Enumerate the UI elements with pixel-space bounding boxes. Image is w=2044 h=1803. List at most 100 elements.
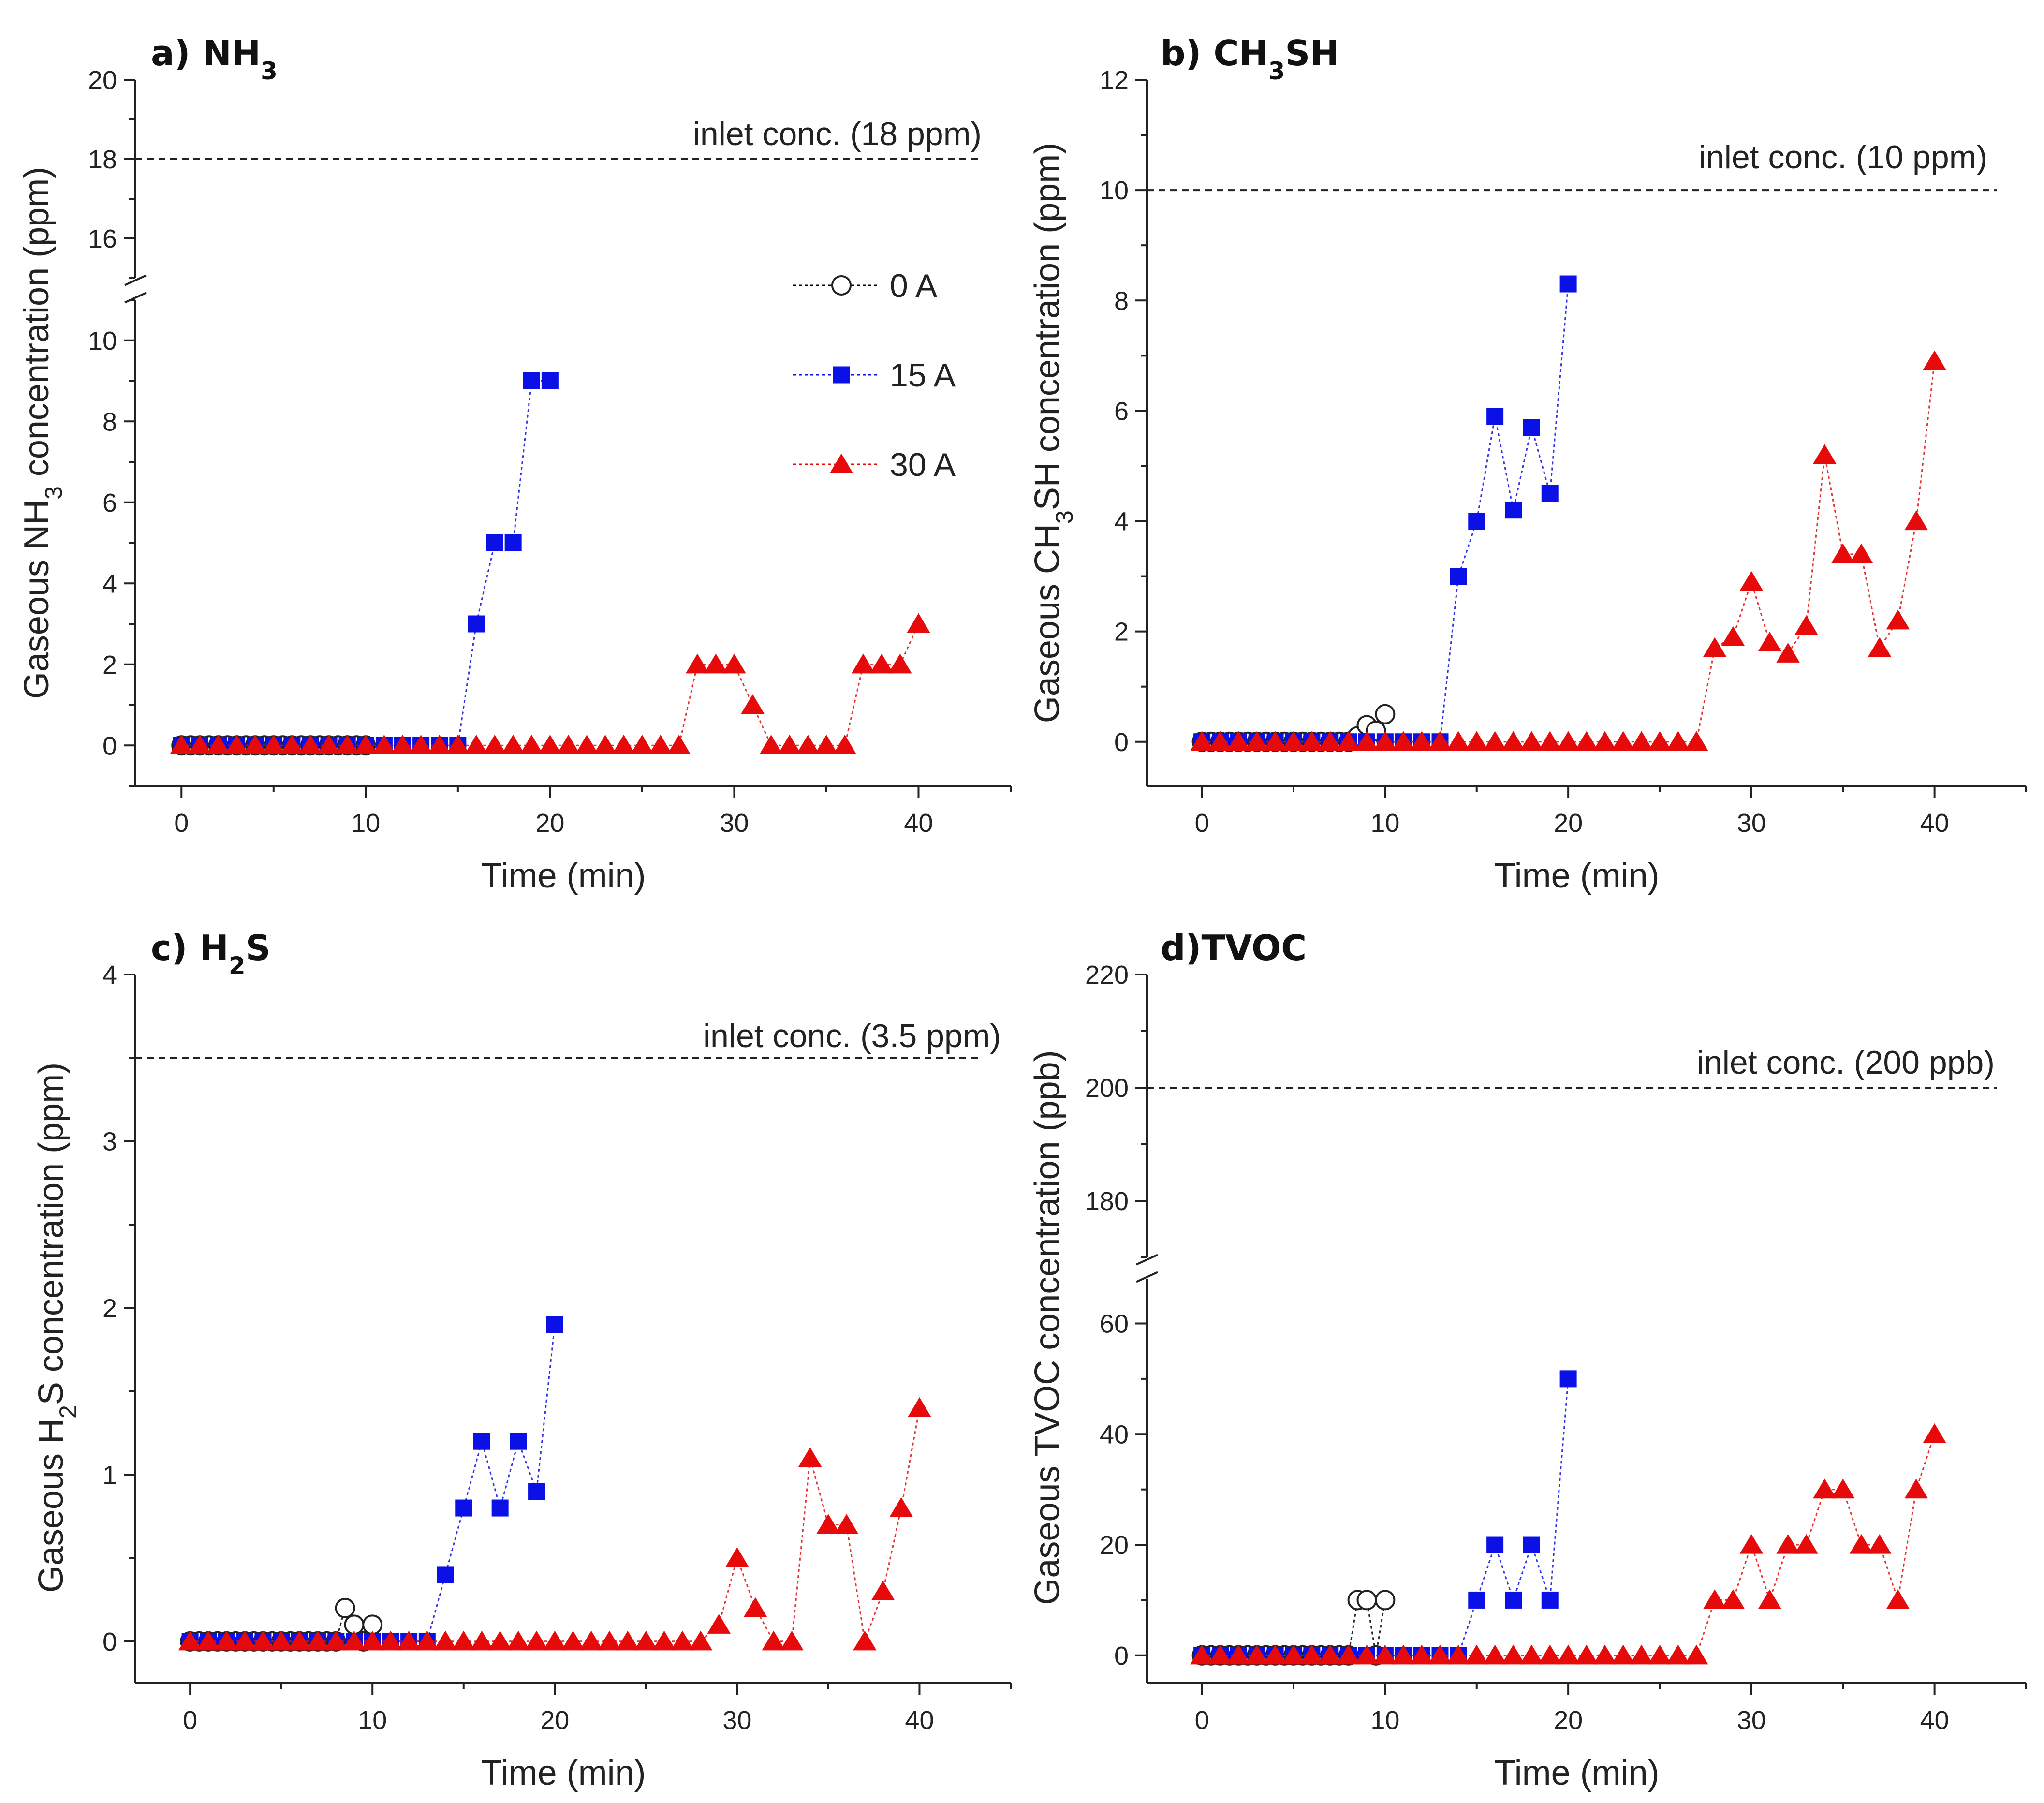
data-point: [652, 1630, 676, 1651]
x-tick-label: 30: [1737, 809, 1766, 838]
data-point: [1593, 731, 1617, 751]
data-point: [1904, 1478, 1928, 1499]
data-point: [488, 1630, 512, 1651]
data-point: [1227, 1644, 1250, 1665]
data-point: [1190, 731, 1214, 751]
data-point: [1538, 1644, 1562, 1665]
data-point: [233, 1630, 257, 1651]
panel-title-subscript: 3: [261, 57, 278, 85]
x-tick-label: 10: [1370, 809, 1399, 838]
data-point: [1501, 1644, 1525, 1665]
data-point: [520, 735, 544, 754]
data-point: [504, 534, 522, 551]
data-point: [506, 1630, 530, 1651]
data-point: [722, 653, 746, 674]
data-point: [427, 735, 451, 754]
data-point: [1410, 1644, 1434, 1665]
data-point: [543, 1630, 567, 1651]
data-point: [1263, 731, 1287, 751]
data-point: [1574, 731, 1599, 751]
data-point: [593, 735, 617, 754]
x-tick-label: 20: [540, 1706, 569, 1735]
y-tick-label: 3: [103, 1127, 117, 1156]
data-point: [1703, 1589, 1727, 1609]
y-tick-label: 0: [103, 1627, 117, 1656]
y-tick-label: 200: [1085, 1074, 1129, 1103]
x-tick-label: 0: [174, 809, 189, 838]
legend-marker: [829, 453, 853, 473]
data-point: [1373, 1644, 1397, 1665]
data-point: [342, 1630, 366, 1651]
data-point: [853, 1630, 877, 1651]
data-point: [1721, 1589, 1745, 1609]
x-tick-label: 10: [351, 809, 380, 838]
y-axis-title-prefix: Gaseous TVOC concentration (ppb): [1028, 1050, 1067, 1605]
data-point: [616, 1630, 640, 1651]
data-point: [452, 1630, 476, 1651]
data-point: [1666, 731, 1690, 751]
data-point: [470, 1630, 494, 1651]
data-point: [1849, 543, 1873, 563]
data-point: [759, 735, 783, 754]
y-tick-label: 0: [1114, 1641, 1129, 1670]
data-point: [243, 735, 267, 754]
data-point: [743, 1597, 767, 1617]
data-point: [907, 613, 930, 633]
data-point: [1739, 1534, 1764, 1554]
data-point: [1391, 731, 1415, 751]
data-point: [1520, 1644, 1544, 1665]
inlet-annotation: inlet conc. (10 ppm): [1699, 139, 1987, 176]
panel-title: b) CH3SH: [1161, 33, 1339, 85]
data-point: [306, 1630, 330, 1651]
data-point: [689, 1630, 713, 1651]
data-point: [1356, 1590, 1377, 1611]
data-point: [335, 735, 359, 754]
data-point: [251, 1630, 275, 1651]
data-point: [1281, 731, 1306, 751]
series-line: [190, 1324, 556, 1642]
y-tick-label: 12: [1100, 66, 1129, 95]
data-point: [1831, 543, 1855, 563]
data-point: [324, 1630, 348, 1651]
inlet-annotation: inlet conc. (18 ppm): [693, 116, 982, 152]
data-point: [1208, 731, 1232, 751]
data-point: [397, 1630, 421, 1651]
x-tick-label: 40: [1920, 809, 1949, 838]
data-point: [1886, 609, 1910, 630]
data-point: [446, 735, 470, 754]
data-point: [707, 1614, 731, 1634]
data-point: [269, 1630, 293, 1651]
data-point: [1831, 1478, 1855, 1499]
legend-label: 30 A: [890, 446, 956, 483]
panel-title-prefix: d): [1161, 928, 1201, 968]
data-point: [1886, 1589, 1910, 1609]
y-tick-label: 4: [1114, 507, 1129, 536]
x-tick-label: 10: [358, 1706, 387, 1735]
data-point: [1245, 731, 1269, 751]
panel-a: 0 10 20 30 40 0 2 4 6 8 10 16 18 20 inlet conc. (18 pp…: [17, 33, 1012, 895]
data-point: [1208, 1644, 1232, 1665]
data-point: [486, 534, 503, 551]
axis-break-mark: [124, 274, 147, 286]
x-tick-label: 0: [183, 1706, 197, 1735]
panel-title-prefix: b): [1161, 33, 1214, 74]
data-point: [1541, 1591, 1559, 1609]
data-point: [1263, 1644, 1287, 1665]
data-point: [1868, 1534, 1892, 1554]
series-15a: [1193, 275, 1577, 751]
series-30a: [178, 1397, 931, 1651]
y-tick-label: 4: [103, 961, 117, 990]
panel-b: 0 10 20 30 40 0 2 4 6 8 10 12 inlet conc. (10 ppm) b)…: [1028, 33, 2027, 895]
series-line: [181, 623, 919, 746]
x-tick-label: 30: [720, 809, 749, 838]
x-tick-label: 20: [535, 809, 564, 838]
panel-title-suffix: SH: [1285, 33, 1339, 74]
data-point: [433, 1630, 457, 1651]
data-point: [215, 1630, 238, 1651]
data-point: [1318, 731, 1342, 751]
data-point: [1450, 568, 1467, 585]
x-tick-label: 40: [904, 809, 933, 838]
data-point: [1505, 1591, 1522, 1609]
data-point: [888, 653, 912, 674]
data-point: [630, 735, 654, 754]
